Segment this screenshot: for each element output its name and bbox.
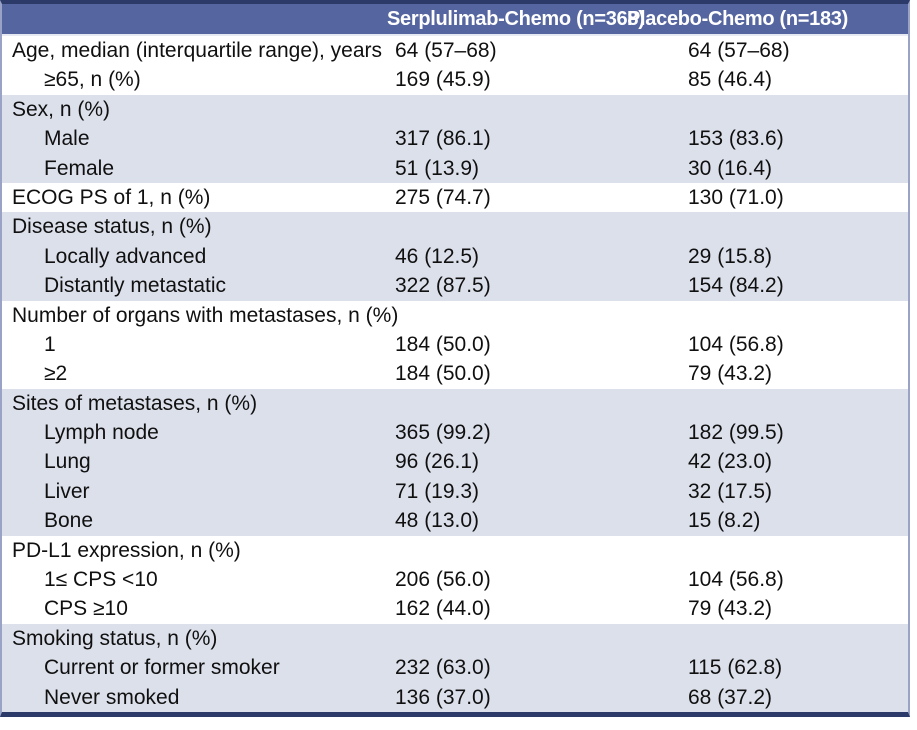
value-placebo: 104 (56.8) xyxy=(688,332,784,356)
table-row: 1 184 (50.0) 104 (56.8) xyxy=(2,329,908,360)
value-placebo: 42 (23.0) xyxy=(688,450,773,474)
value-serplulimab: 46 (12.5) xyxy=(395,244,480,268)
value-placebo: 104 (56.8) xyxy=(688,568,784,592)
row-label: Liver xyxy=(44,479,90,503)
value-serplulimab: 136 (37.0) xyxy=(395,685,491,709)
table-row: Age, median (interquartile range), years… xyxy=(2,36,908,66)
value-serplulimab: 232 (63.0) xyxy=(395,656,491,680)
table-row: Sex, n (%) xyxy=(2,94,908,125)
value-placebo: 30 (16.4) xyxy=(688,156,773,180)
value-serplulimab: 322 (87.5) xyxy=(395,274,491,298)
row-label: 1 xyxy=(44,332,56,356)
row-label: ≥65, n (%) xyxy=(44,68,141,92)
row-label: Female xyxy=(44,156,115,180)
table-row: Sites of metastases, n (%) xyxy=(2,388,908,419)
value-serplulimab: 169 (45.9) xyxy=(395,68,491,92)
row-label: Locally advanced xyxy=(44,244,207,268)
row-label: Sex, n (%) xyxy=(12,97,111,121)
value-serplulimab: 184 (50.0) xyxy=(395,362,491,386)
row-label: Age, median (interquartile range), years xyxy=(12,39,383,62)
row-label: ECOG PS of 1, n (%) xyxy=(12,185,211,209)
column-header-placebo-chemo: Placebo-Chemo (n=183) xyxy=(627,8,848,30)
value-serplulimab: 51 (13.9) xyxy=(395,156,480,180)
value-placebo: 182 (99.5) xyxy=(688,421,784,445)
value-placebo: 115 (62.8) xyxy=(688,656,783,680)
value-placebo: 32 (17.5) xyxy=(688,479,773,503)
value-placebo: 85 (46.4) xyxy=(688,68,773,92)
row-label: Number of organs with metastases, n (%) xyxy=(12,303,399,327)
table-row: ≥2 184 (50.0) 79 (43.2) xyxy=(2,359,908,389)
value-placebo: 64 (57–68) xyxy=(688,39,790,62)
table-header-row: Serplulimab-Chemo (n=368) Placebo-Chemo … xyxy=(2,4,908,36)
row-label: Never smoked xyxy=(44,685,180,709)
table-row: Number of organs with metastases, n (%) xyxy=(2,300,908,330)
table-row: Current or former smoker 232 (63.0) 115 … xyxy=(2,653,908,683)
table-row: Liver 71 (19.3) 32 (17.5) xyxy=(2,476,908,507)
table-row: Disease status, n (%) xyxy=(2,212,908,242)
row-label: Smoking status, n (%) xyxy=(12,626,218,650)
table-row: ≥65, n (%) 169 (45.9) 85 (46.4) xyxy=(2,65,908,95)
value-placebo: 68 (37.2) xyxy=(688,685,773,709)
row-label: Sites of metastases, n (%) xyxy=(12,391,258,415)
table-row: ECOG PS of 1, n (%) 275 (74.7) 130 (71.0… xyxy=(2,182,908,213)
value-serplulimab: 64 (57–68) xyxy=(395,39,497,62)
row-label: Lung xyxy=(44,450,91,474)
value-serplulimab: 365 (99.2) xyxy=(395,421,491,445)
table-row: PD-L1 expression, n (%) xyxy=(2,535,908,566)
value-serplulimab: 48 (13.0) xyxy=(395,509,480,533)
value-placebo: 154 (84.2) xyxy=(688,274,784,298)
value-serplulimab: 317 (86.1) xyxy=(395,127,491,151)
table-row: Smoking status, n (%) xyxy=(2,623,908,654)
value-placebo: 29 (15.8) xyxy=(688,244,773,268)
baseline-characteristics-table: Serplulimab-Chemo (n=368) Placebo-Chemo … xyxy=(0,0,910,717)
value-placebo: 79 (43.2) xyxy=(688,597,773,621)
table-row: Female 51 (13.9) 30 (16.4) xyxy=(2,153,908,183)
table-row: Never smoked 136 (37.0) 68 (37.2) xyxy=(2,682,908,712)
value-placebo: 153 (83.6) xyxy=(688,127,784,151)
row-label: Male xyxy=(44,127,90,151)
row-label: Bone xyxy=(44,509,94,533)
table-row: Locally advanced 46 (12.5) 29 (15.8) xyxy=(2,241,908,272)
column-header-serplulimab-chemo: Serplulimab-Chemo (n=368) xyxy=(387,8,645,30)
row-label: Lymph node xyxy=(44,421,159,445)
row-label: CPS ≥10 xyxy=(44,597,128,621)
value-serplulimab: 206 (56.0) xyxy=(395,568,491,592)
row-label: Distantly metastatic xyxy=(44,274,227,298)
table-row: Distantly metastatic 322 (87.5) 154 (84.… xyxy=(2,271,908,301)
row-label: Disease status, n (%) xyxy=(12,215,212,239)
value-serplulimab: 275 (74.7) xyxy=(395,185,491,209)
value-placebo: 15 (8.2) xyxy=(688,509,761,533)
value-placebo: 79 (43.2) xyxy=(688,362,773,386)
value-serplulimab: 184 (50.0) xyxy=(395,332,491,356)
row-label: Current or former smoker xyxy=(44,656,280,680)
table-row: CPS ≥10 162 (44.0) 79 (43.2) xyxy=(2,594,908,624)
table-row: Bone 48 (13.0) 15 (8.2) xyxy=(2,506,908,536)
row-label: 1≤ CPS <10 xyxy=(44,568,158,592)
table-row: 1≤ CPS <10 206 (56.0) 104 (56.8) xyxy=(2,565,908,595)
table-row: Lung 96 (26.1) 42 (23.0) xyxy=(2,447,908,477)
row-label: PD-L1 expression, n (%) xyxy=(12,538,241,562)
row-label: ≥2 xyxy=(44,362,68,386)
value-serplulimab: 96 (26.1) xyxy=(395,450,480,474)
value-serplulimab: 71 (19.3) xyxy=(395,479,480,503)
table-row: Lymph node 365 (99.2) 182 (99.5) xyxy=(2,418,908,448)
value-placebo: 130 (71.0) xyxy=(688,185,784,209)
value-serplulimab: 162 (44.0) xyxy=(395,597,491,621)
table-row: Male 317 (86.1) 153 (83.6) xyxy=(2,124,908,154)
